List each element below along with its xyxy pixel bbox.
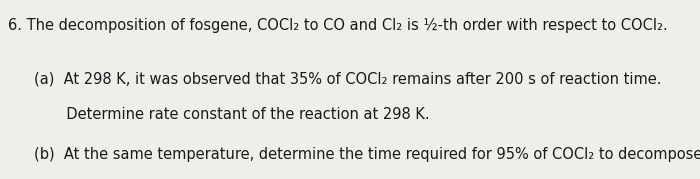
Text: 6. The decomposition of fosgene, COCl₂ to CO and Cl₂ is ½-th order with respect : 6. The decomposition of fosgene, COCl₂ t… xyxy=(8,18,668,33)
Text: Determine rate constant of the reaction at 298 K.: Determine rate constant of the reaction … xyxy=(34,107,429,122)
Text: (a)  At 298 K, it was observed that 35% of COCl₂ remains after 200 s of reaction: (a) At 298 K, it was observed that 35% o… xyxy=(34,72,661,87)
Text: (b)  At the same temperature, determine the time required for 95% of COCl₂ to de: (b) At the same temperature, determine t… xyxy=(34,147,700,162)
